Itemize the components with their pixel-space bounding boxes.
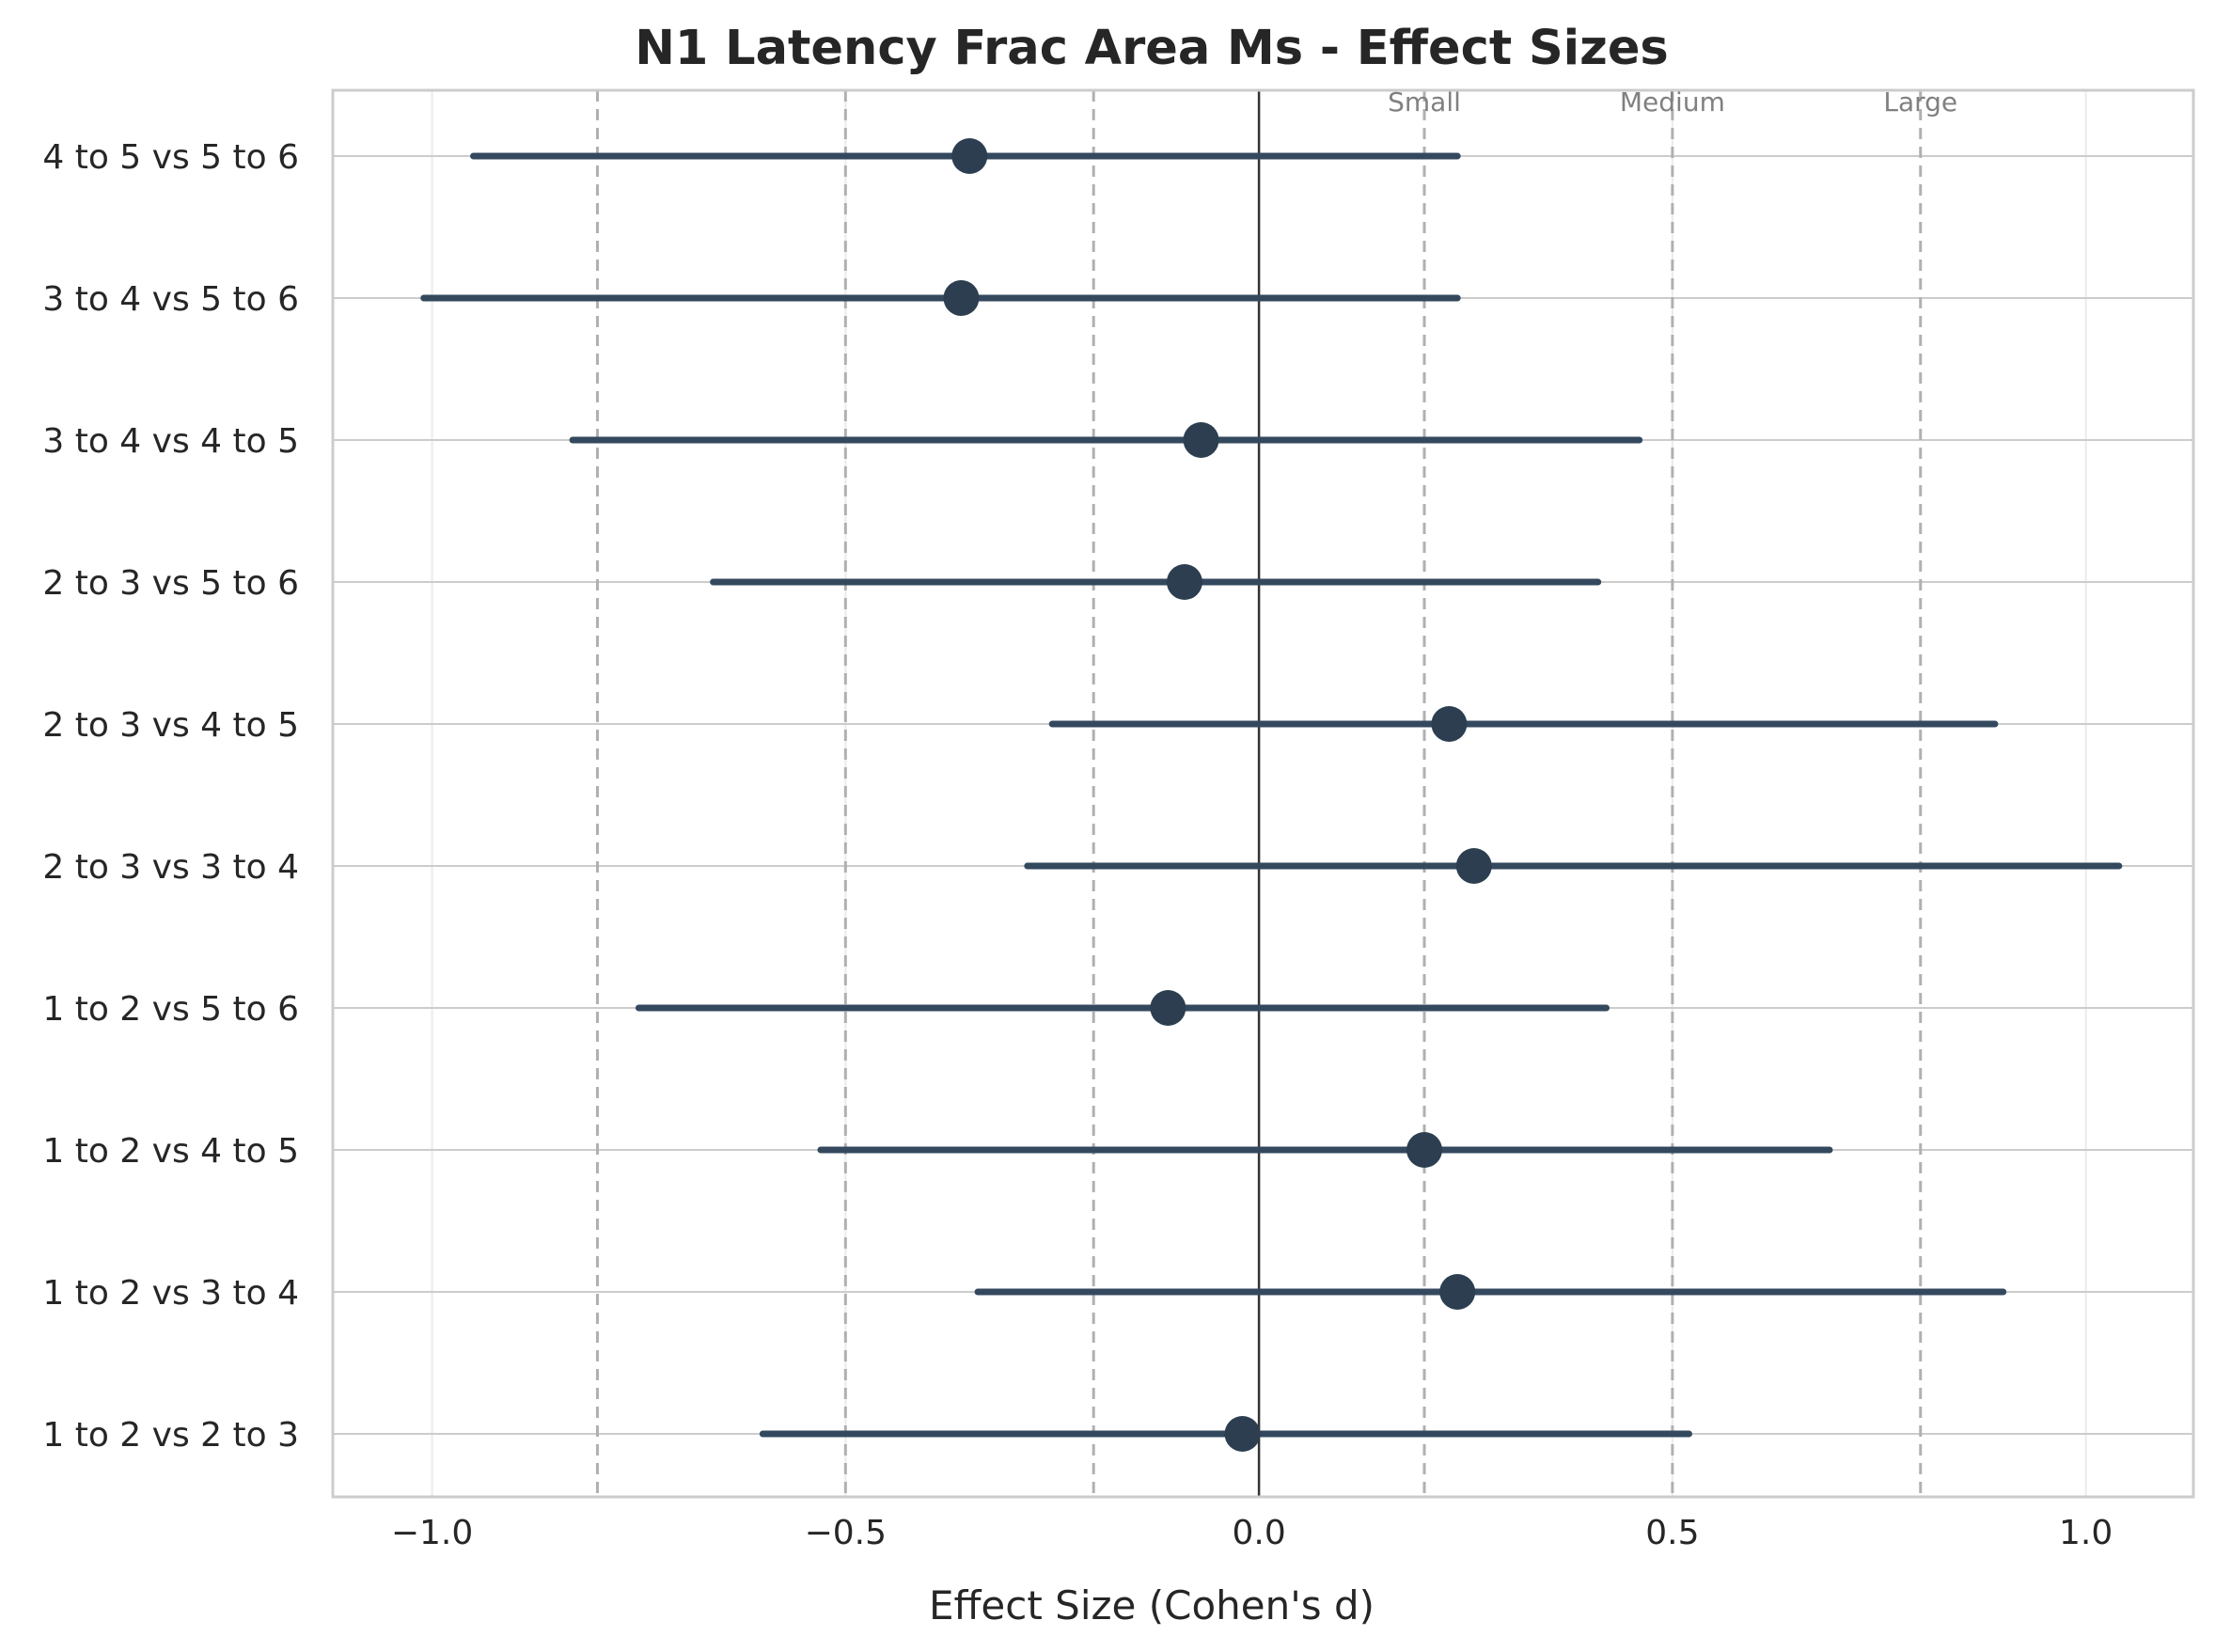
y-tick-label: 3 to 4 vs 5 to 6 [42,280,299,319]
effect-size-point [1166,564,1202,600]
y-tick-label: 2 to 3 vs 3 to 4 [42,848,299,887]
y-tick-label: 3 to 4 vs 4 to 5 [42,422,299,461]
y-tick-label: 1 to 2 vs 4 to 5 [42,1132,299,1171]
threshold-layer: Small Medium Large [595,87,1957,1497]
y-tick-label: 4 to 5 vs 5 to 6 [42,138,299,177]
effect-size-point [1431,706,1468,742]
effect-size-point [1150,990,1186,1026]
effect-size-point [1439,1274,1476,1310]
x-tick-label: 0.0 [1232,1514,1285,1552]
effect-size-point [1224,1416,1261,1452]
y-tick-label: 1 to 2 vs 3 to 4 [42,1274,299,1313]
effect-size-point [1183,422,1219,458]
y-tick-label: 2 to 3 vs 5 to 6 [42,564,299,603]
effect-size-point [943,280,980,316]
x-tick-label: −1.0 [391,1514,473,1552]
effect-size-point [951,138,988,174]
x-axis: −1.0 −0.5 0.0 0.5 1.0 [391,1514,2113,1552]
y-axis: 4 to 5 vs 5 to 6 3 to 4 vs 5 to 6 3 to 4 v… [42,138,299,1455]
y-tick-label: 2 to 3 vs 4 to 5 [42,706,299,745]
effect-size-point [1455,848,1492,884]
data-layer [420,138,2123,1452]
x-tick-label: −0.5 [805,1514,887,1552]
y-tick-label: 1 to 2 vs 5 to 6 [42,990,299,1029]
x-tick-label: 0.5 [1645,1514,1699,1552]
x-tick-label: 1.0 [2059,1514,2113,1552]
x-axis-label: Effect Size (Cohen's d) [929,1582,1375,1628]
y-tick-label: 1 to 2 vs 2 to 3 [42,1416,299,1455]
effect-size-point [1406,1132,1443,1168]
chart-title: N1 Latency Frac Area Ms - Effect Sizes [635,21,1669,76]
plot-frame [331,88,2195,1499]
